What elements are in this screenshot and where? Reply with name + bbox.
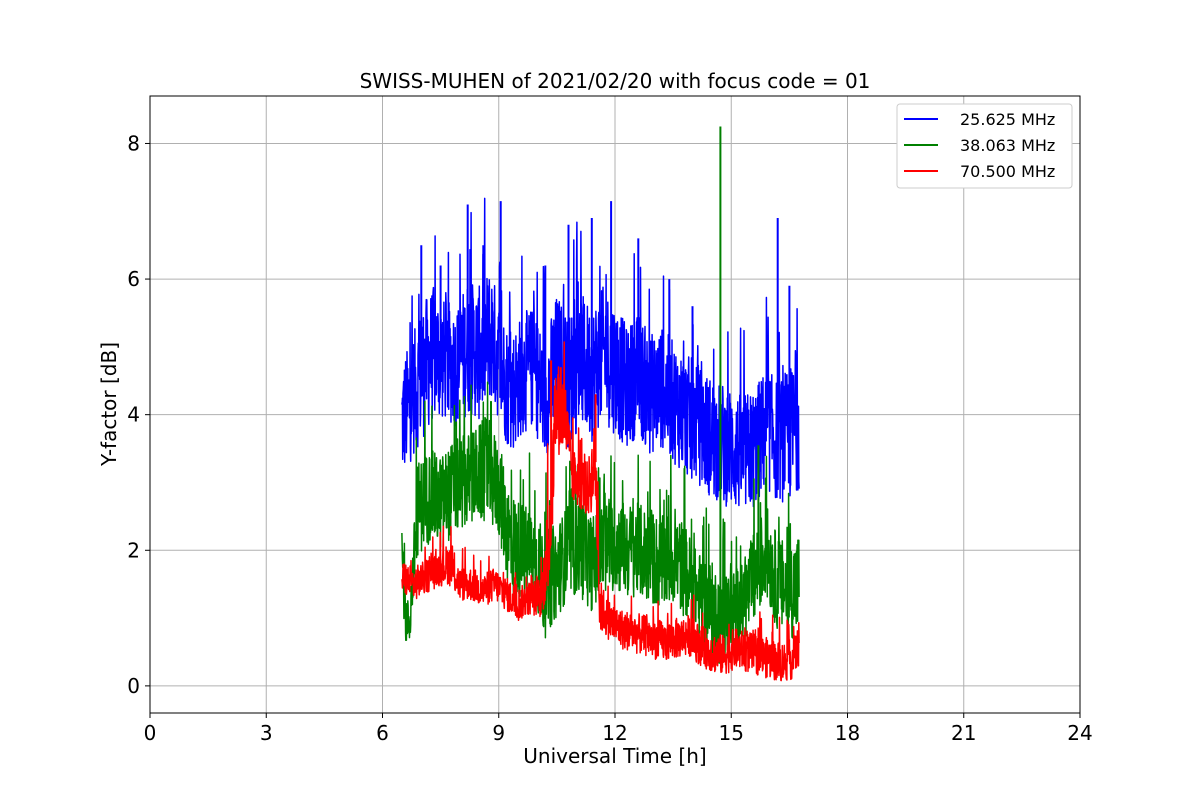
legend-label: 25.625 MHz — [960, 110, 1055, 129]
y-tick-label: 6 — [127, 267, 140, 291]
series-line — [401, 197, 800, 508]
x-tick-label: 18 — [835, 721, 860, 745]
series-0 — [401, 197, 800, 508]
x-tick-label: 0 — [144, 721, 157, 745]
chart-title: SWISS-MUHEN of 2021/02/20 with focus cod… — [360, 69, 871, 93]
legend-box — [896, 103, 1073, 189]
y-axis-label: Y-factor [dB] — [97, 342, 121, 467]
series-line — [401, 341, 800, 682]
x-tick-label: 6 — [376, 721, 389, 745]
y-tick-label: 0 — [127, 674, 140, 698]
x-tick-label: 9 — [492, 721, 505, 745]
x-tick-label: 15 — [719, 721, 744, 745]
y-ticks: 0 2 4 6 8 — [127, 131, 150, 698]
y-tick-label: 4 — [127, 403, 140, 427]
y-tick-label: 2 — [127, 538, 140, 562]
series-line — [401, 381, 800, 665]
legend-label: 38.063 MHz — [960, 136, 1055, 155]
legend-label: 70.500 MHz — [960, 162, 1055, 181]
series-2 — [401, 341, 800, 682]
x-ticks: 0 3 6 9 12 15 18 21 24 — [144, 713, 1093, 745]
x-tick-label: 3 — [260, 721, 273, 745]
series-layer — [401, 126, 800, 682]
x-tick-label: 24 — [1067, 721, 1092, 745]
series-1 — [401, 126, 800, 665]
x-tick-label: 12 — [602, 721, 627, 745]
legend: 25.625 MHz 38.063 MHz 70.500 MHz — [896, 103, 1073, 189]
x-axis-label: Universal Time [h] — [523, 744, 706, 768]
y-tick-label: 8 — [127, 131, 140, 155]
x-tick-label: 21 — [951, 721, 976, 745]
legend-entries: 25.625 MHz 38.063 MHz 70.500 MHz — [904, 110, 1055, 181]
